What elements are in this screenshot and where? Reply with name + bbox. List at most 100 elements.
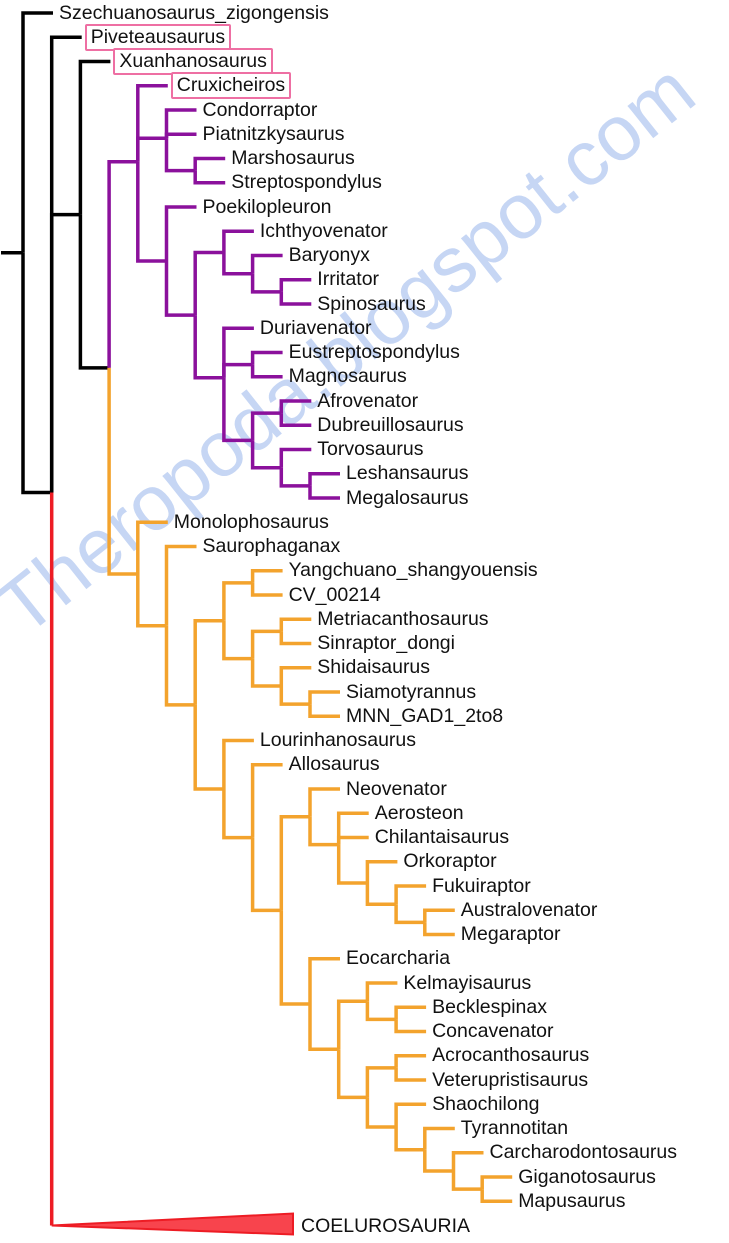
branch-edge: [308, 787, 340, 817]
branch-edge: [336, 999, 368, 1050]
branch-edge: [279, 413, 312, 427]
branch-edge: [308, 704, 340, 718]
branch-edge: [164, 138, 196, 173]
branch-edge: [222, 581, 253, 621]
tip-label: Streptospondylus: [231, 171, 382, 194]
tip-label-boxed: Cruxicheiros: [170, 72, 292, 100]
branch-edge: [365, 1001, 397, 1022]
tip-label: Baryonyx: [288, 244, 370, 266]
branch-edge: [336, 1049, 368, 1100]
branch-edge: [308, 816, 339, 847]
branch-edge: [279, 617, 312, 632]
tip-label: Becklespinax: [432, 995, 547, 1018]
branch-edge: [423, 908, 455, 923]
branch-edge: [136, 84, 168, 162]
tip-label: Concavenator: [432, 1020, 554, 1042]
branch-edge: [394, 1054, 427, 1068]
branch-edge: [222, 229, 254, 253]
tip-label: Allosaurus: [288, 753, 380, 776]
branch-edge: [222, 252, 253, 276]
branch-edge: [308, 957, 340, 1005]
tip-label: Siamotyrannus: [346, 680, 477, 703]
branch-edge: [279, 467, 310, 488]
tip-label: Torvosaurus: [317, 438, 424, 460]
branch-edge: [451, 1170, 483, 1191]
branch-edge: [423, 1126, 455, 1150]
branch-edge: [279, 631, 312, 646]
branch-edge: [250, 629, 282, 659]
branch-edge: [250, 763, 283, 838]
branch-edge: [336, 844, 368, 885]
tip-label: Marshosaurus: [231, 147, 355, 169]
branch-edge: [394, 1019, 427, 1034]
branch-edge: [250, 364, 283, 379]
branch-edge: [279, 291, 312, 306]
branch-edge: [250, 658, 282, 688]
branch-edge: [21, 11, 53, 253]
branch-edge: [279, 685, 310, 706]
branch-edge: [193, 704, 224, 791]
branch-edge: [250, 350, 283, 365]
tip-label: Acrocanthosaurus: [432, 1044, 590, 1067]
tip-label: Ichthyovenator: [259, 219, 388, 242]
branch-edge: [308, 472, 340, 486]
tip-label: Leshansaurus: [346, 462, 469, 485]
tip-label: Condorraptor: [202, 98, 318, 121]
branch-edge: [136, 161, 167, 263]
tip-label: Sinraptor_dongi: [317, 632, 455, 654]
branch-edge: [279, 666, 312, 686]
branch-edge: [250, 273, 282, 294]
branch-edge: [78, 214, 110, 370]
tip-label: Szechuanosaurus_zigongensis: [59, 1, 329, 24]
branch-edge: [136, 573, 167, 628]
branch-edge: [480, 1175, 513, 1190]
tip-label: Afrovenator: [317, 389, 419, 412]
tip-label: MNN_GAD1_2to8: [346, 704, 504, 727]
tip-label: Carcharodontosaurus: [489, 1141, 678, 1164]
tip-label: Metriacanthosaurus: [317, 607, 489, 630]
tip-label: Eocarcharia: [346, 947, 451, 970]
tip-label: Fukuiraptor: [432, 874, 531, 897]
branch-edge: [193, 156, 226, 171]
branch-edge: [394, 1005, 427, 1020]
branch-edge: [250, 440, 282, 470]
tip-label: Aerosteon: [374, 801, 464, 824]
branch-edge: [78, 59, 111, 215]
tip-label: Magnosaurus: [288, 365, 407, 388]
tip-label: Poekilopleuron: [202, 195, 332, 218]
tip-label: Lourinhanosaurus: [259, 729, 417, 751]
branch-edge: [250, 253, 283, 274]
branch-edge: [365, 1097, 397, 1129]
branch-edge: [279, 278, 312, 292]
tip-label: Chilantaisaurus: [374, 826, 510, 848]
branch-edge: [222, 362, 253, 378]
tip-label-boxed: Xuanhanosaurus: [113, 48, 273, 75]
tip-label: Neovenator: [346, 777, 447, 800]
tip-label: Piatnitzkysaurus: [202, 122, 345, 145]
branch-edge: [279, 910, 310, 1006]
branch-edge: [164, 108, 197, 139]
branch-edge: [365, 882, 397, 906]
tip-label: Eustreptospondylus: [288, 341, 460, 363]
branch-edge: [365, 1066, 397, 1098]
branch-edge: [394, 1126, 425, 1152]
tip-label: Tyrannotitan: [460, 1117, 569, 1139]
branch-edge: [394, 884, 427, 905]
tip-label-boxed: Piveteausaurus: [84, 23, 232, 51]
collapsed-clade-triangle: [51, 1212, 294, 1236]
branch-edge: [136, 136, 167, 162]
branch-edge: [308, 485, 340, 500]
branch-edge: [423, 922, 455, 937]
branch-edge: [164, 205, 197, 262]
tip-label: Monolophosaurus: [173, 510, 329, 533]
branch-edge: [21, 252, 52, 495]
branch-edge: [336, 835, 369, 845]
branch-edge: [394, 904, 425, 925]
tip-label: Irritator: [317, 268, 380, 291]
branch-edge: [423, 1149, 454, 1173]
branch-edge: [279, 815, 310, 911]
tip-label: Kelmayisaurus: [403, 971, 532, 994]
tip-label: COELUROSAURIA: [301, 1215, 471, 1237]
branch-edge: [480, 1189, 513, 1203]
